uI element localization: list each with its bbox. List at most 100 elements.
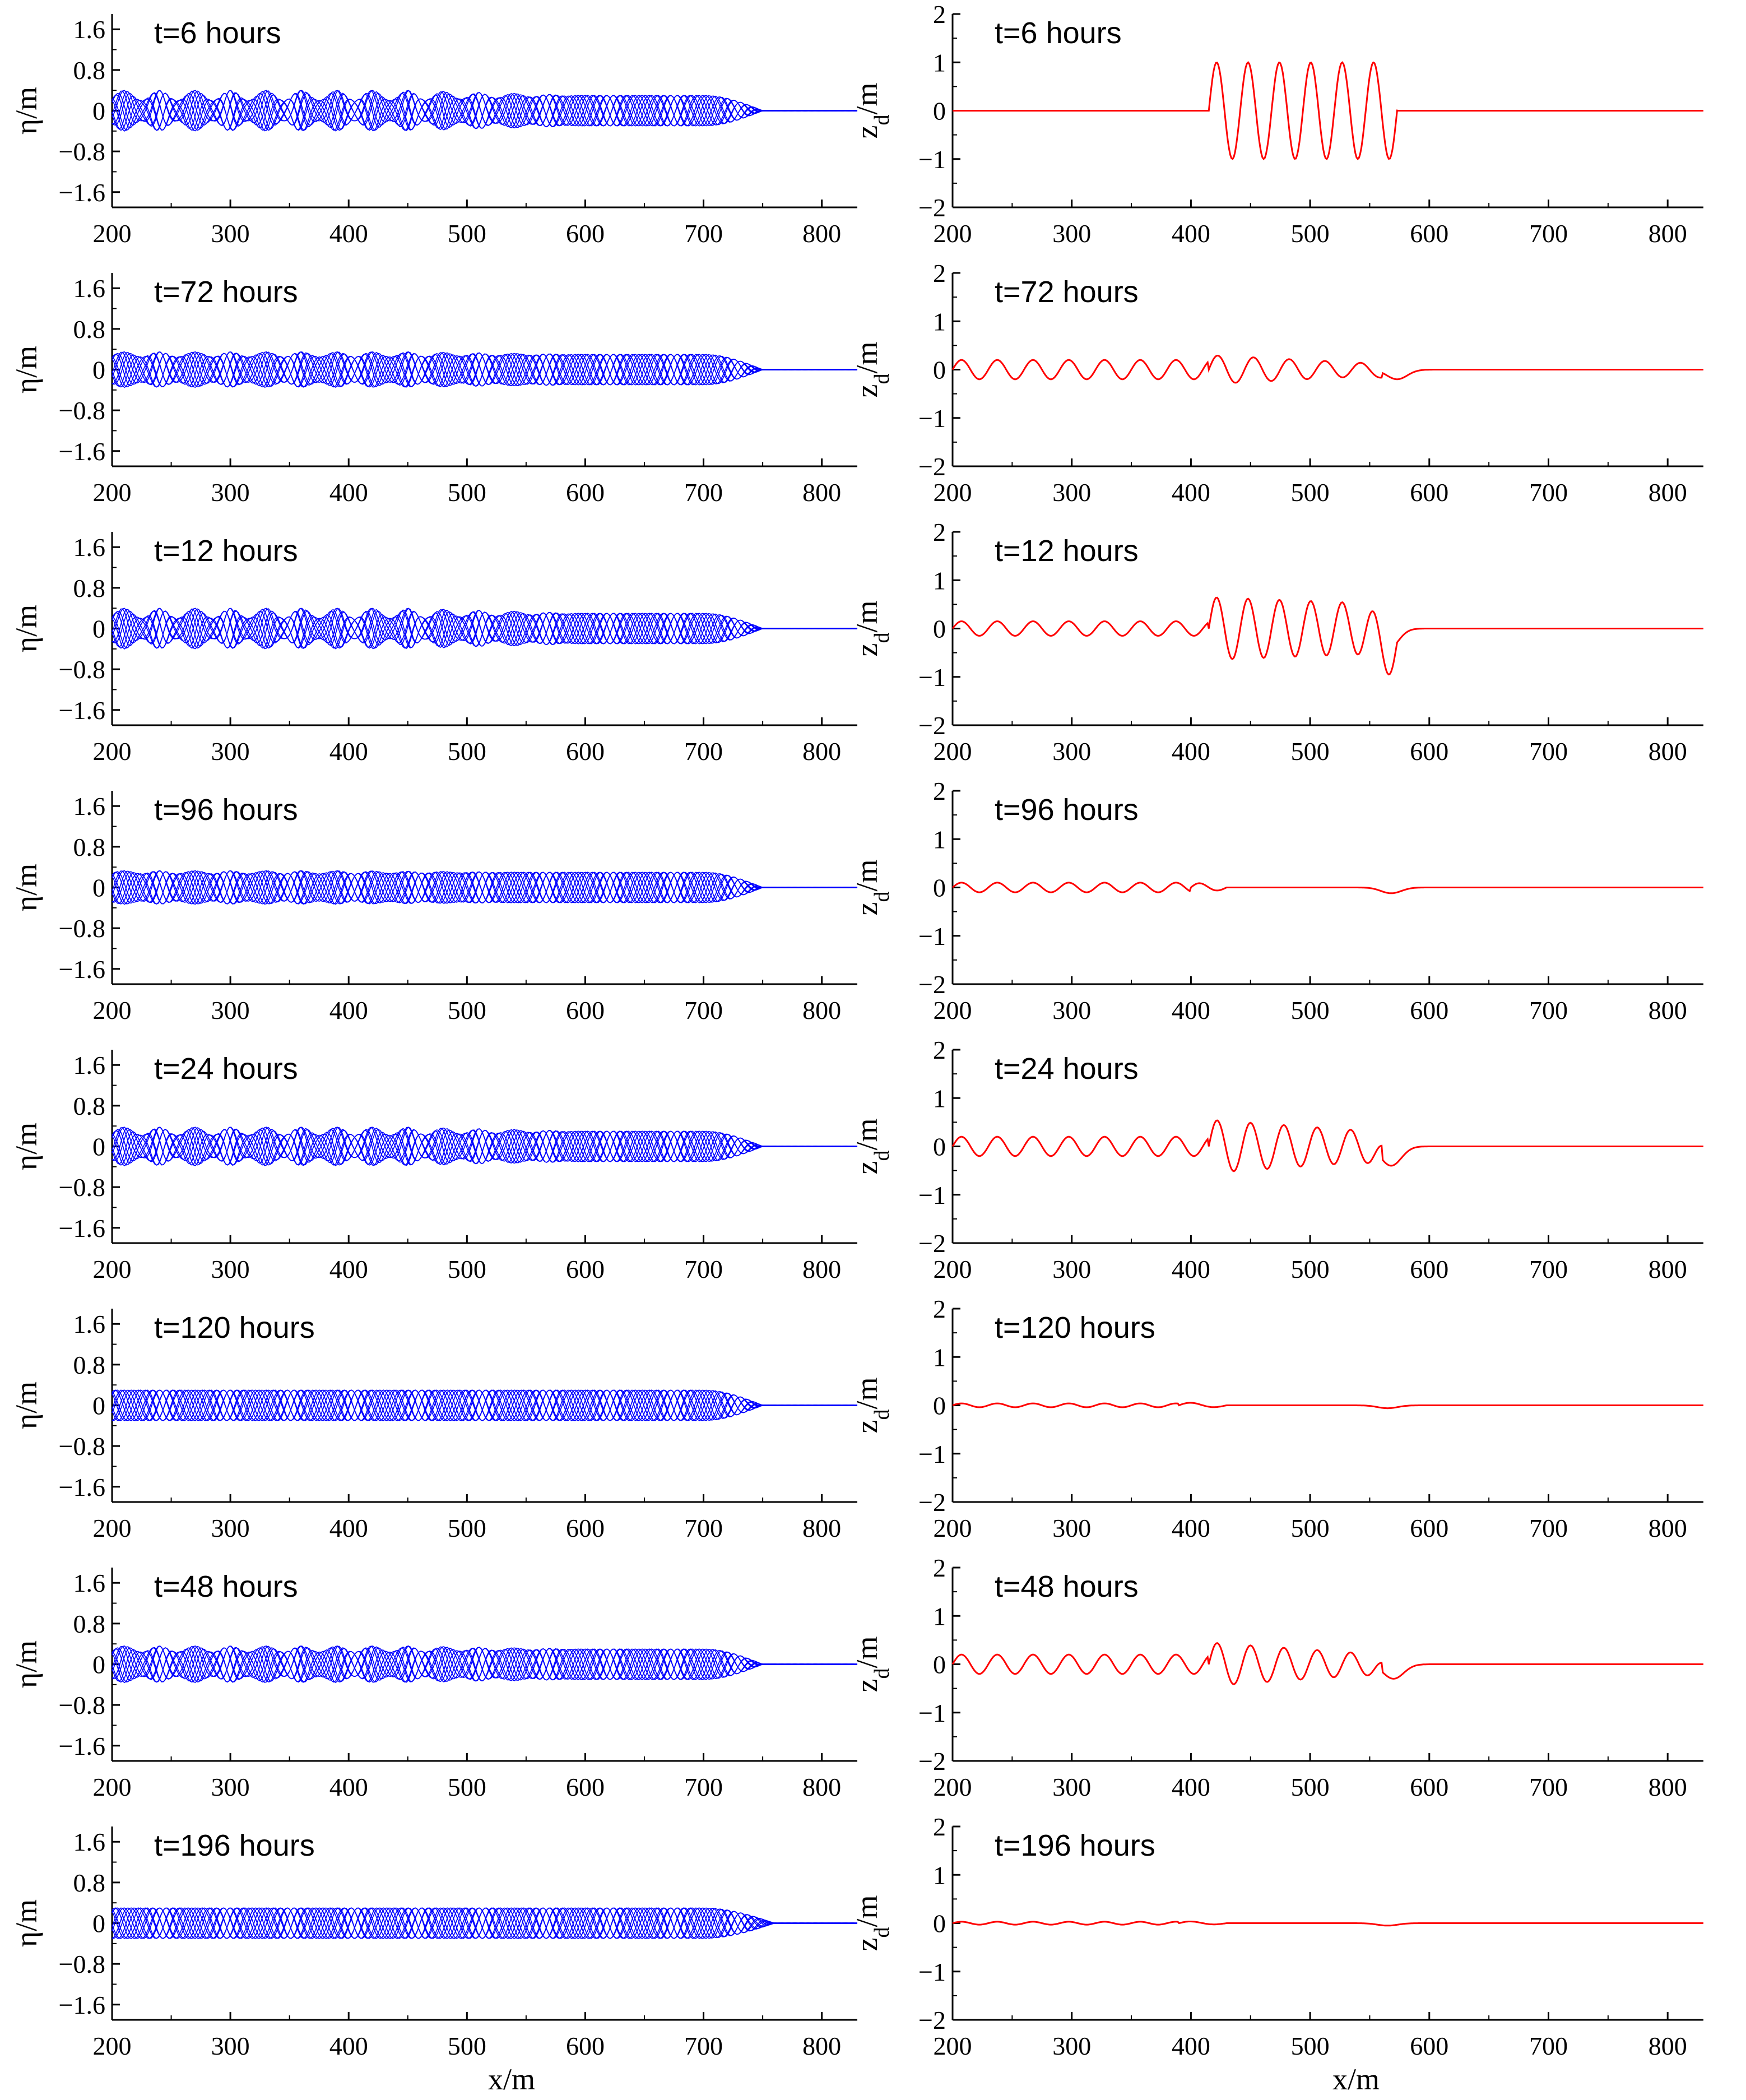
y-tick-label: −1.6 [59, 1214, 105, 1243]
x-tick-label: 800 [1649, 478, 1687, 507]
y-axis-label: η/m [10, 1899, 43, 1947]
panel-zd-t72: −2 −1 0 1 2 200 300 400 500 600 700 800 t=72 hours zd… [850, 259, 1703, 507]
zd-curve [952, 882, 1703, 894]
x-tick-label: 400 [329, 996, 368, 1024]
y-tick-label: −1.6 [59, 1473, 105, 1501]
x-tick-label: 200 [934, 1773, 972, 1801]
y-tick-label: 2 [933, 777, 946, 805]
panel-eta-t6: −1.6 −0.8 0 0.8 1.6 200 300 400 500 600 700 800 t=6 … [10, 14, 858, 248]
y-tick-label: −1.6 [59, 1991, 105, 2019]
eta-curve [112, 351, 858, 388]
panel-title: t=72 hours [154, 275, 298, 309]
y-tick-label: 1 [933, 1084, 946, 1112]
x-tick-label: 500 [448, 1514, 486, 1542]
x-tick-label: 700 [684, 1773, 723, 1801]
y-tick-label: 1.6 [73, 792, 106, 820]
y-axis-label-unit: /m [850, 1895, 884, 1927]
y-tick-label: −0.8 [59, 137, 105, 166]
y-tick-label: 0 [92, 874, 105, 902]
y-axis-label-unit: /m [850, 1637, 884, 1668]
x-tick-label: 700 [684, 1255, 723, 1283]
x-tick-label: 500 [448, 737, 486, 766]
panel-zd-t120: −2 −1 0 1 2 200 300 400 500 600 700 800 t=120 hours z… [850, 1295, 1703, 1542]
y-tick-label: −1 [918, 922, 946, 951]
y-tick-label: 2 [933, 259, 946, 288]
panel-eta-t96: −1.6 −0.8 0 0.8 1.6 200 300 400 500 600 700 800 t=96… [10, 791, 858, 1024]
panel-eta-t196: −1.6 −0.8 0 0.8 1.6 200 300 400 500 600 700 800 t=19… [10, 1827, 858, 2060]
eta-curve [112, 1907, 858, 1939]
x-tick-label: 600 [566, 1773, 605, 1801]
y-tick-label: 2 [933, 518, 946, 546]
y-tick-label: 1.6 [73, 1569, 106, 1597]
panel-eta-t120: −1.6 −0.8 0 0.8 1.6 200 300 400 500 600 700 800 t=12… [10, 1309, 858, 1542]
x-tick-label: 500 [1291, 478, 1330, 507]
x-tick-label: 700 [1529, 737, 1568, 766]
y-tick-label: 1.6 [73, 1051, 106, 1079]
x-tick-label: 800 [802, 737, 841, 766]
x-tick-label: 200 [934, 478, 972, 507]
y-tick-label: −1 [918, 404, 946, 433]
panel-title: t=196 hours [154, 1829, 315, 1862]
y-axis-label-main: z [850, 1938, 884, 1951]
panel-title: t=24 hours [995, 1052, 1139, 1086]
x-tick-label: 800 [802, 219, 841, 248]
x-tick-label: 200 [93, 1773, 132, 1801]
panels: −1.6 −0.8 0 0.8 1.6 200 300 400 500 600 700 800 t=6 … [10, 0, 1703, 2060]
y-tick-label: 2 [933, 1554, 946, 1582]
x-tick-label: 400 [1172, 219, 1210, 248]
x-tick-label: 300 [1052, 996, 1091, 1024]
x-tick-label: 400 [329, 478, 368, 507]
x-tick-label: 600 [566, 219, 605, 248]
y-tick-label: −0.8 [59, 1173, 105, 1202]
eta-curve [112, 608, 857, 650]
y-tick-label: −2 [918, 1747, 946, 1776]
y-axis-label-unit: /m [850, 1119, 884, 1151]
x-tick-label: 400 [329, 1255, 368, 1283]
x-tick-label: 600 [566, 737, 605, 766]
x-tick-label: 400 [329, 737, 368, 766]
y-axis-label-main: z [850, 902, 884, 916]
y-axis-label: η/m [10, 1640, 43, 1688]
eta-curve [112, 1645, 858, 1683]
y-tick-label: 1 [933, 1343, 946, 1371]
x-tick-label: 800 [1649, 2032, 1687, 2060]
x-tick-label: 600 [566, 996, 605, 1024]
x-tick-label: 500 [448, 1255, 486, 1283]
x-tick-label: 800 [802, 478, 841, 507]
x-tick-label: 600 [1410, 219, 1448, 248]
x-tick-label: 500 [1291, 219, 1330, 248]
x-tick-label: 400 [329, 1514, 368, 1542]
y-axis-label-unit: /m [850, 1378, 884, 1410]
x-tick-label: 800 [802, 1255, 841, 1283]
y-tick-label: −1 [918, 663, 946, 692]
panel-title: t=6 hours [154, 16, 281, 50]
panel-zd-t48: −2 −1 0 1 2 200 300 400 500 600 700 800 t=48 hours zd… [850, 1554, 1703, 1801]
x-tick-label: 300 [211, 737, 250, 766]
y-tick-label: −0.8 [59, 1950, 105, 1978]
y-tick-label: 0.8 [73, 315, 106, 344]
y-axis-label-subscript: d [870, 892, 894, 902]
y-tick-label: −2 [918, 193, 946, 222]
x-tick-label: 800 [1649, 1773, 1687, 1801]
y-tick-label: −2 [918, 2006, 946, 2034]
y-tick-label: −0.8 [59, 1432, 105, 1461]
y-axis-label-subscript: d [870, 115, 894, 126]
y-tick-label: −1.6 [59, 955, 105, 984]
x-tick-label: 200 [934, 219, 972, 248]
x-tick-label: 700 [1529, 1773, 1568, 1801]
x-tick-label: 600 [1410, 1773, 1448, 1801]
y-tick-label: −1 [918, 1699, 946, 1727]
y-axis-label-unit: /m [850, 83, 884, 115]
y-axis-label: zd/m [850, 1895, 894, 1951]
y-axis-label-subscript: d [870, 633, 894, 643]
panel-eta-t48: −1.6 −0.8 0 0.8 1.6 200 300 400 500 600 700 800 t=48… [10, 1568, 858, 1801]
x-tick-label: 600 [566, 1514, 605, 1542]
y-tick-label: 0 [933, 1909, 946, 1938]
y-tick-label: 2 [933, 1295, 946, 1323]
zd-curve [951, 596, 1703, 676]
x-tick-label: 700 [1529, 478, 1568, 507]
eta-curve [112, 1127, 858, 1166]
eta-curve [112, 1645, 857, 1683]
y-tick-label: 2 [933, 1036, 946, 1064]
panel-title: t=96 hours [154, 793, 298, 827]
